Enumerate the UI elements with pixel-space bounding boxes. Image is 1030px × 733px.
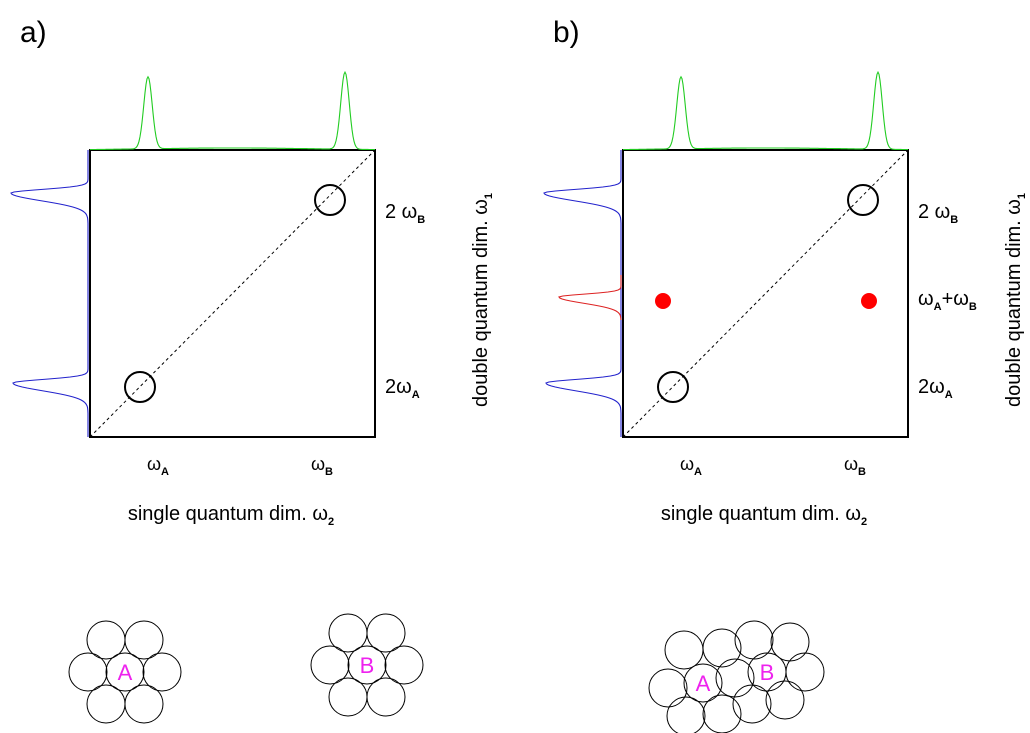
y-tick-label: 2 ωB (918, 201, 958, 226)
atom (715, 658, 755, 698)
diagonal-peak (314, 184, 346, 216)
atom (664, 630, 704, 670)
atom (124, 620, 164, 660)
label-text: single quantum dim. ω (128, 503, 328, 525)
x-tick-label: ωA (680, 454, 702, 478)
y-tick-label: 2ωA (385, 376, 420, 401)
label-subscript: A (412, 389, 420, 401)
left-spectrum (543, 150, 622, 437)
label-text: 2 ω (918, 201, 950, 223)
diagonal (622, 149, 909, 438)
atom (366, 677, 406, 717)
molecule-label: A (118, 660, 133, 685)
y-axis-title: double quantum dim. ω1 (1003, 193, 1028, 407)
atom (105, 652, 145, 692)
label-subscript: A (694, 466, 702, 478)
label-subscript: B (858, 466, 866, 478)
molecule-label: B (760, 660, 775, 685)
atom (124, 684, 164, 724)
label-text: +ω (942, 288, 969, 310)
y-tick-label: 2ωA (918, 376, 953, 401)
atom (765, 680, 805, 720)
x-tick-label: ωA (147, 454, 169, 478)
label-text: 2 ω (385, 201, 417, 223)
plot-frame (622, 149, 909, 438)
cross-peak (861, 293, 877, 309)
atom (68, 652, 108, 692)
atom (366, 613, 406, 653)
label-subscript: B (325, 466, 333, 478)
diagonal-peak (657, 371, 689, 403)
atom (384, 645, 424, 685)
label-subscript: 1 (483, 193, 495, 199)
plot-frame (89, 149, 376, 438)
label-subscript: A (161, 466, 169, 478)
label-text: double quantum dim. ω (1003, 199, 1025, 407)
label-text: ω (680, 454, 694, 474)
y-tick-label: 2 ωB (385, 201, 425, 226)
y-tick-label: ωA+ωB (918, 288, 977, 313)
diagonal-peak (847, 184, 879, 216)
atom (732, 684, 772, 724)
panel-label: a) (20, 16, 47, 49)
left-spectrum (10, 150, 89, 437)
molecule-label: A (696, 671, 711, 696)
label-text: 2ω (918, 376, 945, 398)
label-subscript: A (945, 389, 953, 401)
atom (734, 620, 774, 660)
atom (702, 628, 742, 668)
x-tick-label: ωB (844, 454, 866, 478)
atom (347, 645, 387, 685)
label-subscript: 2 (328, 516, 334, 528)
diagonal-peak (124, 371, 156, 403)
label-text: double quantum dim. ω (470, 199, 492, 407)
molecule-label: B (360, 653, 375, 678)
label-subscript: A (934, 301, 942, 313)
y-axis-title: double quantum dim. ω1 (470, 193, 495, 407)
atom (648, 668, 688, 708)
atom (86, 684, 126, 724)
label-subscript: B (950, 214, 958, 226)
cross-spectrum (558, 275, 622, 320)
panel-label: b) (553, 16, 580, 49)
atom (702, 694, 742, 733)
top-spectrum (623, 70, 908, 151)
label-subscript: 1 (1016, 193, 1028, 199)
atom (142, 652, 182, 692)
label-text: ω (844, 454, 858, 474)
atom (770, 622, 810, 662)
atom (666, 696, 706, 733)
diagonal (89, 149, 376, 438)
label-text: 2ω (385, 376, 412, 398)
atom (328, 677, 368, 717)
x-tick-label: ωB (311, 454, 333, 478)
label-text: ω (147, 454, 161, 474)
atom (683, 663, 723, 703)
x-axis-title: single quantum dim. ω2 (128, 503, 334, 528)
atom (310, 645, 350, 685)
label-text: ω (918, 288, 934, 310)
cross-peak (655, 293, 671, 309)
atom (785, 652, 825, 692)
top-spectrum (90, 70, 375, 151)
label-text: ω (311, 454, 325, 474)
label-text: single quantum dim. ω (661, 503, 861, 525)
label-subscript: B (969, 301, 977, 313)
x-axis-title: single quantum dim. ω2 (661, 503, 867, 528)
label-subscript: B (417, 214, 425, 226)
label-subscript: 2 (861, 516, 867, 528)
